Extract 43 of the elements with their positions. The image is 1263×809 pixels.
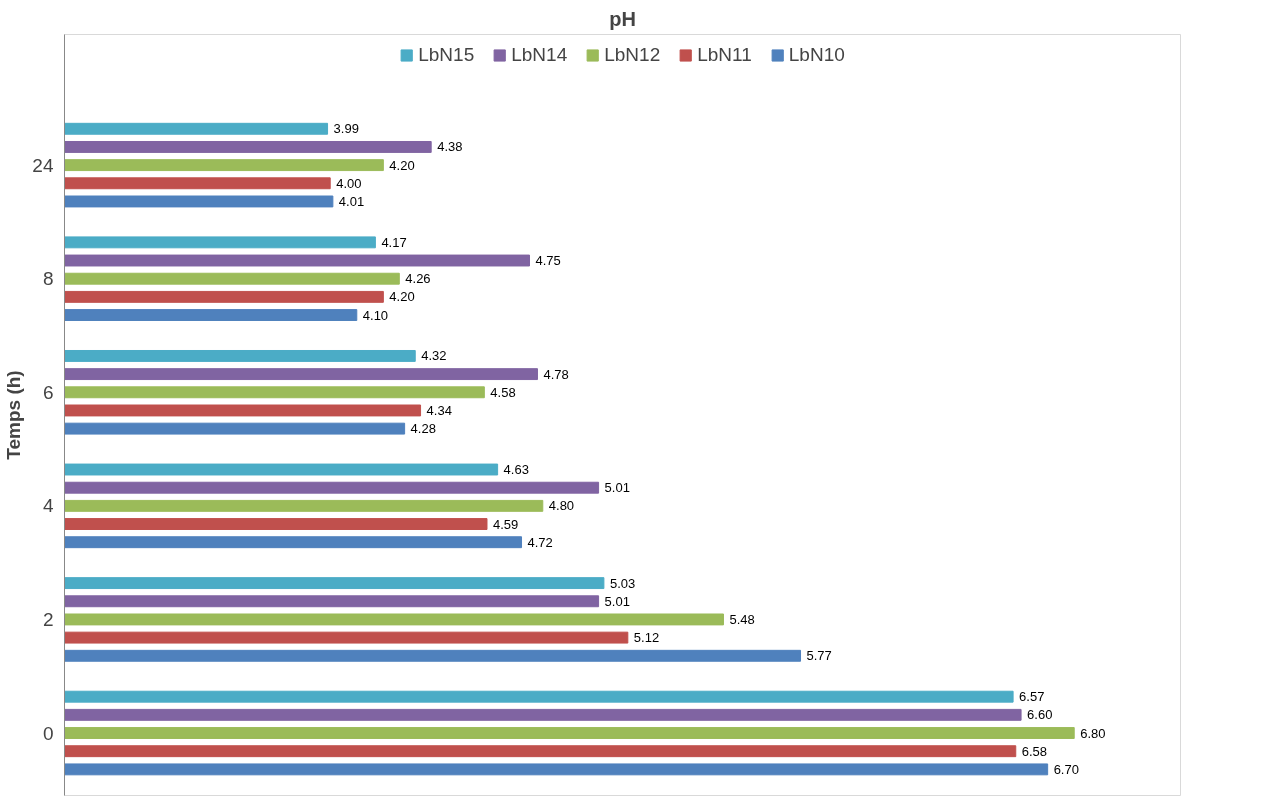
data-label: 4.63 xyxy=(503,462,529,478)
data-label: 4.17 xyxy=(381,234,407,250)
legend-label: LbN12 xyxy=(604,44,661,66)
data-label: 4.38 xyxy=(437,139,463,155)
legend-label: LbN15 xyxy=(418,44,475,66)
y-tick-label: 24 xyxy=(32,154,54,176)
y-tick-label: 0 xyxy=(42,722,54,744)
data-label: 6.60 xyxy=(1027,707,1053,723)
y-tick-label: 2 xyxy=(42,608,54,630)
data-label: 4.28 xyxy=(410,421,436,437)
data-label: 6.58 xyxy=(1021,743,1048,759)
legend-label: LbN14 xyxy=(511,44,568,66)
y-tick-label: 8 xyxy=(42,268,54,290)
data-label: 4.10 xyxy=(362,307,389,323)
chart-title: pH xyxy=(609,7,636,30)
data-label: 4.58 xyxy=(490,384,516,400)
data-label: 5.48 xyxy=(729,611,755,627)
data-label: 4.00 xyxy=(336,175,362,191)
data-label: 6.70 xyxy=(1053,761,1079,777)
data-label: 5.01 xyxy=(604,593,630,609)
data-label: 5.01 xyxy=(604,480,630,496)
legend-label: LbN10 xyxy=(788,44,845,66)
data-label: 4.32 xyxy=(421,348,447,364)
data-label: 5.12 xyxy=(633,630,660,646)
data-label: 4.72 xyxy=(527,534,553,550)
data-label: 3.99 xyxy=(333,121,359,137)
data-label: 4.59 xyxy=(492,516,519,532)
data-label: 4.34 xyxy=(426,402,452,418)
y-axis-title: Temps (h) xyxy=(3,370,25,460)
data-label: 4.75 xyxy=(535,253,561,269)
data-label: 4.20 xyxy=(389,157,415,173)
data-label: 4.20 xyxy=(389,289,415,305)
data-label: 4.78 xyxy=(543,366,569,382)
y-tick-label: 4 xyxy=(42,495,54,517)
data-label: 6.80 xyxy=(1080,725,1106,741)
data-label: 4.01 xyxy=(338,193,365,209)
data-label: 5.77 xyxy=(806,648,832,664)
data-label: 4.80 xyxy=(548,498,575,514)
y-tick-label: 6 xyxy=(42,381,54,403)
data-label: 4.26 xyxy=(405,271,431,287)
legend-label: LbN11 xyxy=(697,44,752,66)
data-label: 6.57 xyxy=(1019,689,1045,705)
data-label: 5.03 xyxy=(609,575,636,591)
